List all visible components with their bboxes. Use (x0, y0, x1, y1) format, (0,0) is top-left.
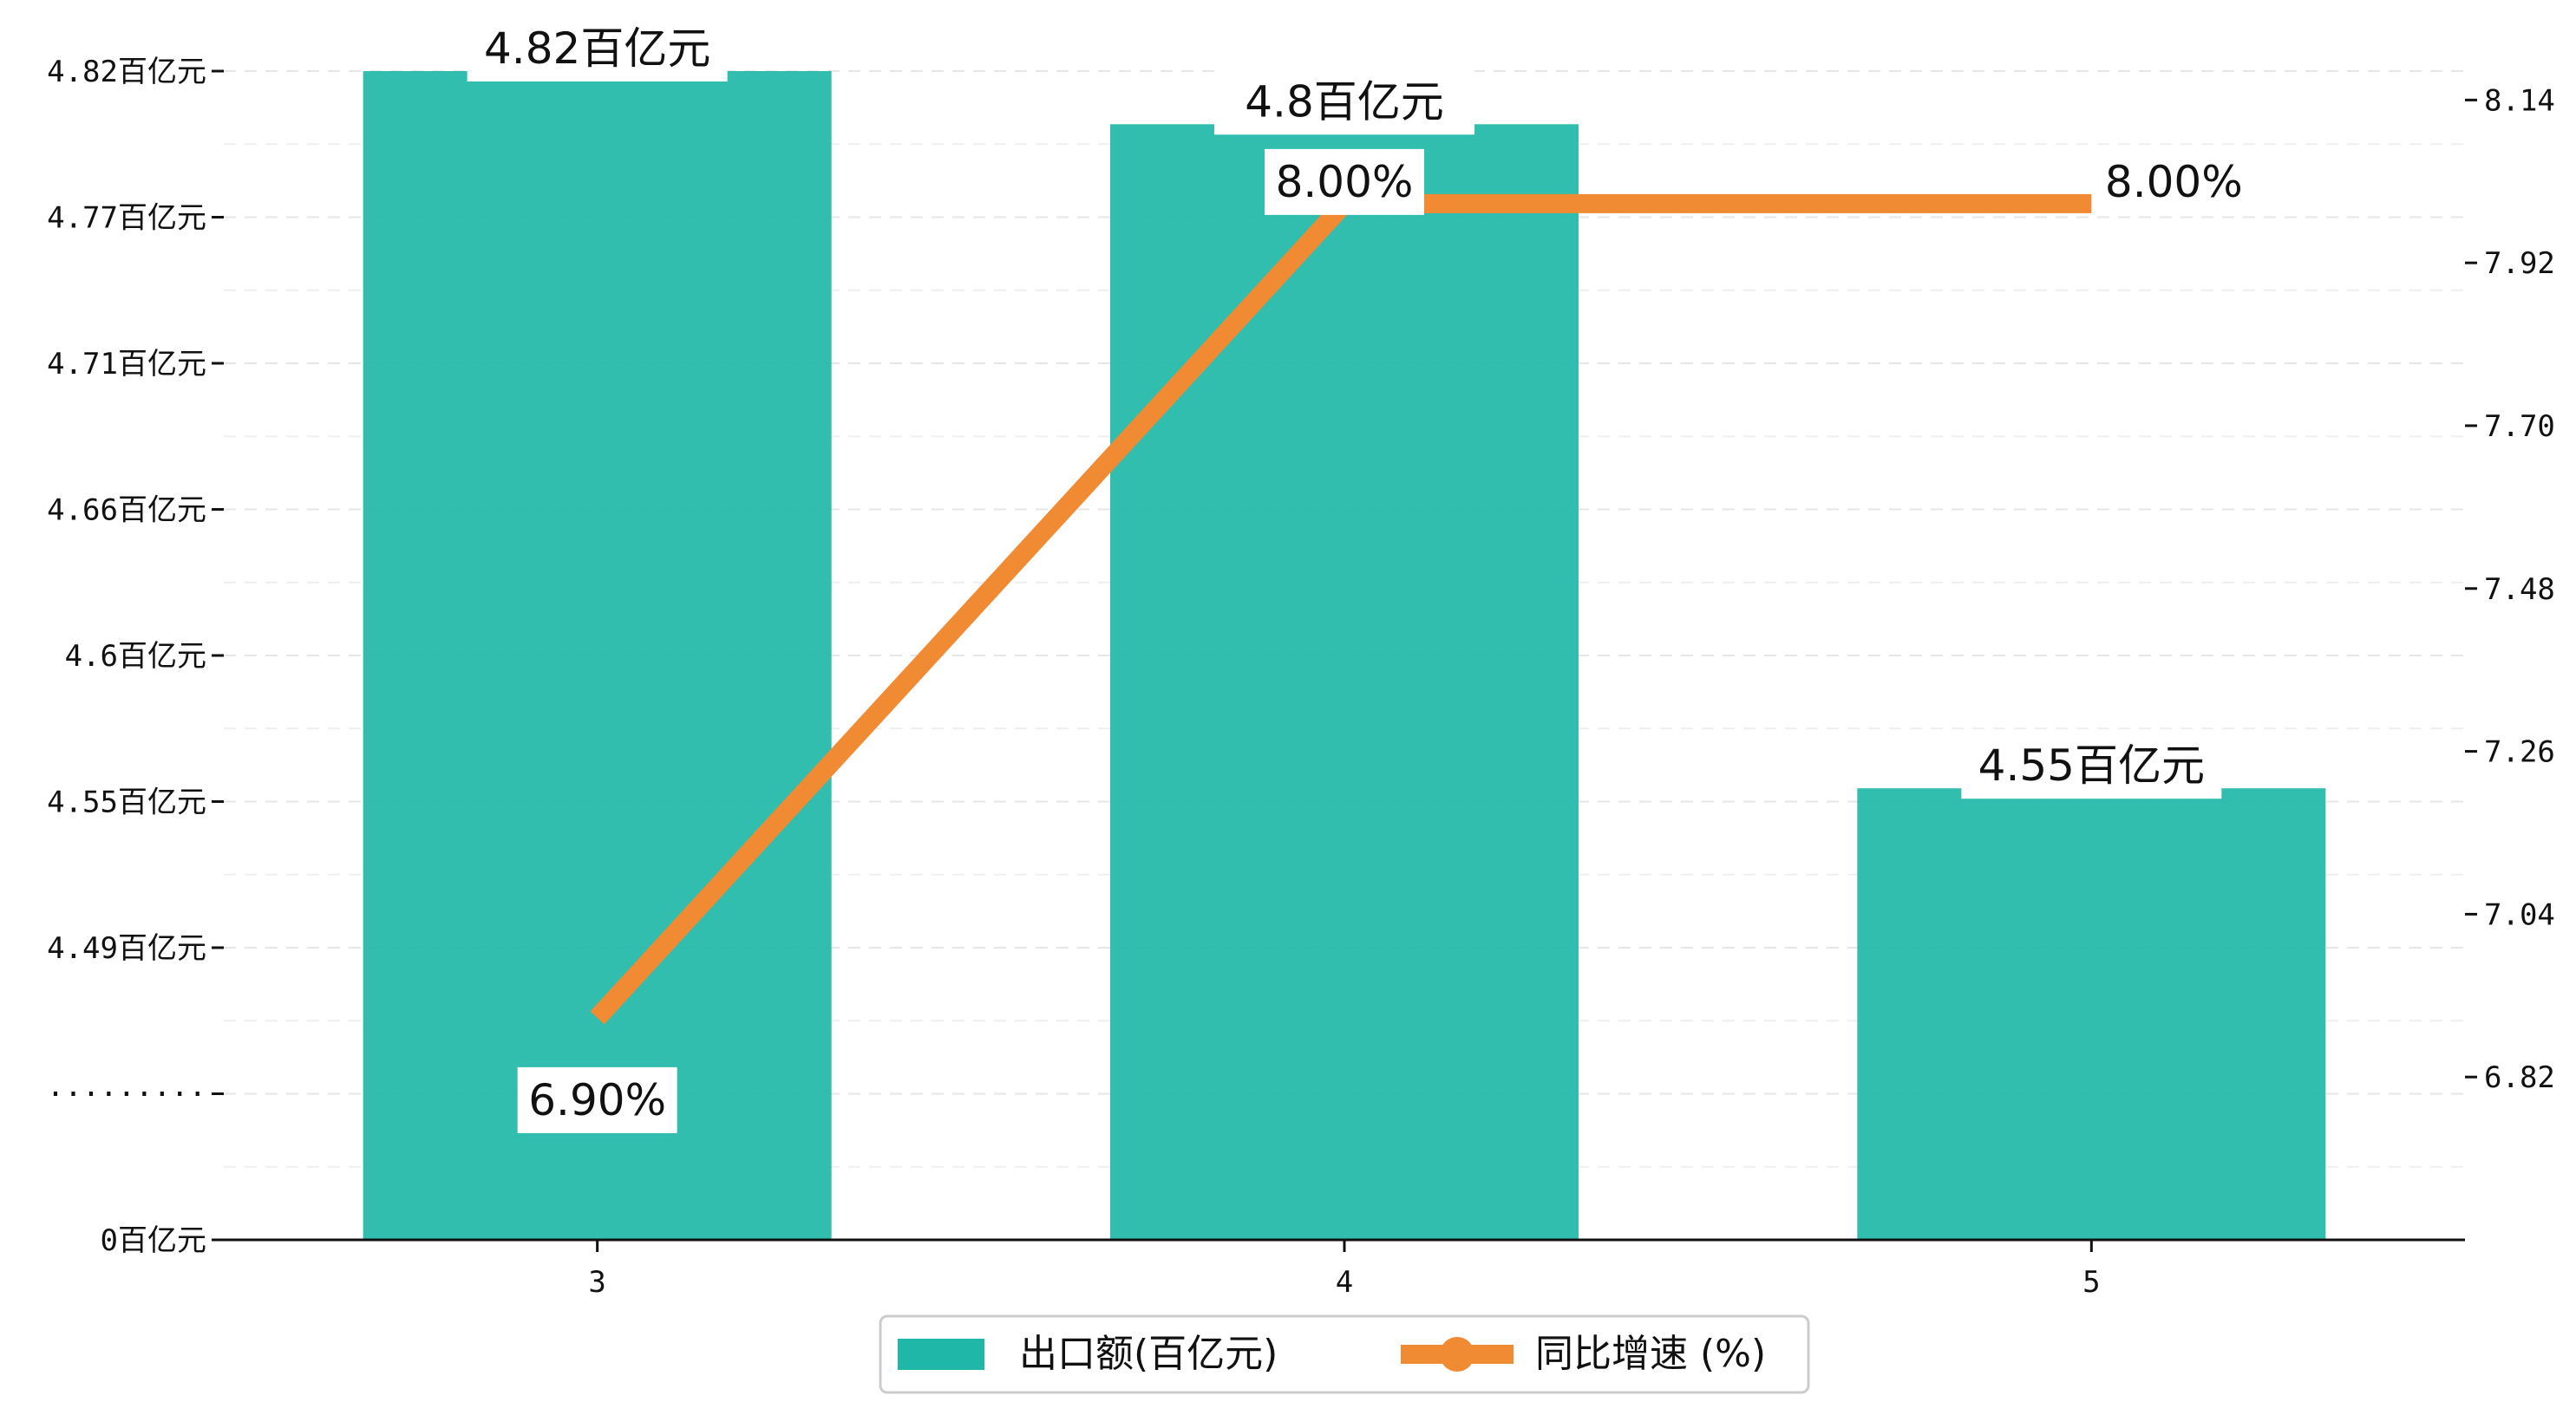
left-tick-label: 4.71百亿元 (47, 347, 206, 381)
line-label-3-box (517, 1066, 677, 1133)
bar-label-5-text: 4.55百亿元 (1978, 740, 2205, 791)
line-label-4-box (1265, 148, 1424, 215)
bar-label-5: 4.55百亿元 (1961, 733, 2222, 799)
bar-labels: 4.82百亿元 4.8百亿元 4.55百亿元 (467, 16, 2222, 799)
line-label-5-text: 8.00% (2105, 157, 2243, 207)
right-tick-label: 7.48 (2484, 572, 2555, 607)
bar-label-3-box (467, 16, 728, 82)
right-tick-label: 6.82 (2484, 1060, 2555, 1095)
left-tick-label: 4.82百亿元 (47, 55, 206, 89)
line-label-5: 8.00% (2094, 148, 2254, 215)
line-labels: 6.90% 8.00% 8.00% (517, 148, 2254, 1133)
left-axis: 0百亿元 ········· 4.49百亿元 4.55百亿元 4.6百亿元 4.66百亿元… (47, 55, 224, 1258)
left-tick-label: 4.66百亿元 (47, 493, 206, 528)
legend-label-line: 同比增速 (%) (1535, 1332, 1766, 1376)
line-label-3: 6.90% (517, 1066, 677, 1133)
legend: 出口额(百亿元) 同比增速 (%) (879, 1314, 1810, 1394)
left-tick-label: 4.6百亿元 (65, 639, 206, 674)
x-axis: 3 4 5 (588, 1240, 2101, 1300)
bar-label-4-box (1214, 68, 1474, 135)
bar-label-3-text: 4.82百亿元 (484, 23, 710, 74)
bar-3 (363, 71, 832, 1240)
left-tick-label: 4.55百亿元 (47, 786, 206, 820)
legend-swatch-bar (898, 1339, 984, 1370)
line-label-3-text: 6.90% (528, 1075, 666, 1125)
legend-marker-line (1440, 1337, 1474, 1372)
legend-label-bar: 出口额(百亿元) (1019, 1332, 1278, 1376)
bar-5 (1857, 788, 2326, 1240)
right-tick-label: 7.26 (2484, 735, 2555, 770)
line-label-4-text: 8.00% (1276, 157, 1414, 207)
right-tick-label: 7.04 (2484, 897, 2555, 932)
right-tick-label: 7.70 (2484, 409, 2555, 444)
right-tick-label: 8.14 (2484, 83, 2555, 118)
bar-label-5-box (1961, 733, 2222, 799)
right-axis: 6.82 7.04 7.26 7.48 7.70 7.92 8.14 (2465, 83, 2555, 1095)
line-label-5-box (2094, 148, 2254, 215)
right-tick-label: 7.92 (2484, 246, 2555, 281)
x-tick-label: 3 (588, 1265, 605, 1300)
left-tick-label: 4.49百亿元 (47, 931, 206, 966)
bar-4 (1110, 124, 1579, 1241)
left-tick-label: 0百亿元 (101, 1223, 206, 1258)
x-tick-label: 5 (2082, 1265, 2100, 1300)
left-tick-label: ········· (47, 1078, 206, 1112)
bar-label-4: 4.8百亿元 (1214, 68, 1474, 135)
bar-label-4-text: 4.8百亿元 (1245, 76, 1444, 127)
bars (363, 71, 2326, 1241)
line-label-4: 8.00% (1265, 148, 1424, 215)
bar-label-3: 4.82百亿元 (467, 16, 728, 82)
x-tick-label: 4 (1336, 1265, 1353, 1300)
legend-box (879, 1314, 1810, 1394)
left-tick-label: 4.77百亿元 (47, 201, 206, 236)
